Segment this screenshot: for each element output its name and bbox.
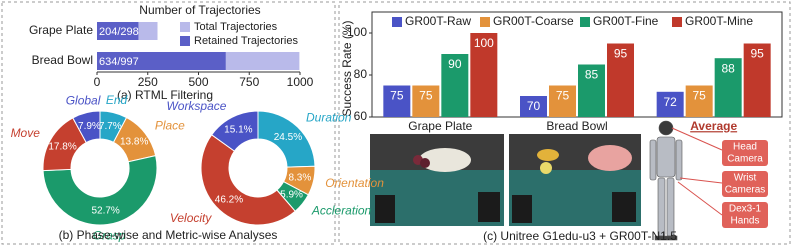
slice-label: Global (66, 93, 101, 107)
legend-swatch (180, 22, 190, 32)
x-tick-label: 1000 (287, 75, 314, 89)
x-tick-label: Grape Plate (408, 119, 472, 133)
caption: (b) Phase-wise and Metric-wise Analyses (59, 228, 278, 242)
slice-label: End (106, 93, 128, 107)
y-tick-label: Grape Plate (29, 23, 93, 37)
caption: (c) Unitree G1edu-u3 + GR00T-N1.5 (483, 229, 677, 243)
slice-value-label: 46.2% (215, 194, 243, 205)
slice-label: Velocity (170, 211, 213, 225)
legend-label: Retained Trajectories (194, 35, 298, 47)
y-axis-label: Success Rate (%) (340, 20, 354, 116)
donut-slice (72, 110, 101, 144)
panel-border (1, 1, 336, 245)
callout-label: Hands (731, 216, 760, 227)
slice-value-label: 5.9% (280, 190, 303, 201)
bar (607, 43, 634, 117)
panel-border (338, 1, 791, 245)
slice-label: Workspace (166, 99, 226, 113)
x-tick-label: Average (690, 119, 737, 133)
callout-connector (671, 127, 723, 216)
bar-label: 204/298 (99, 26, 139, 38)
bar-value-label: 75 (556, 89, 570, 103)
legend-swatch (672, 17, 682, 27)
legend-swatch (180, 36, 190, 46)
bar-value-label: 95 (614, 47, 628, 61)
chart-title: Number of Trajectories (139, 3, 260, 17)
bar-value-label: 95 (750, 47, 764, 61)
callout-label: Head (733, 142, 757, 153)
slice-label: Grasp (93, 229, 126, 243)
x-tick-label: 0 (94, 75, 101, 89)
slice-label: Orientation (325, 176, 384, 190)
slice-value-label: 17.8% (48, 141, 76, 152)
donut-slice (42, 155, 158, 226)
plot-frame (371, 11, 783, 118)
legend-label: GR00T-Coarse (493, 14, 574, 28)
callout-label: Cameras (725, 185, 766, 196)
robot (649, 120, 683, 241)
bar-label: 634/997 (99, 56, 139, 68)
bar-value-label: 88 (721, 61, 735, 75)
y-tick-label: 80 (354, 67, 368, 81)
x-tick-label: 750 (239, 75, 259, 89)
bar-value-label: 75 (419, 89, 433, 103)
legend-label: GR00T-Raw (405, 14, 471, 28)
y-tick-label: Bread Bowl (32, 53, 93, 67)
y-tick-label: 100 (347, 25, 367, 39)
bar (578, 64, 605, 117)
slice-label: Move (11, 126, 41, 140)
bar (685, 85, 713, 117)
donut-slice (210, 110, 259, 152)
x-tick-label: Bread Bowl (546, 119, 607, 133)
bar (383, 85, 411, 117)
slice-label: Place (155, 118, 185, 132)
bar-value-label: 100 (474, 36, 494, 50)
legend-label: GR00T-Fine (593, 14, 659, 28)
legend-label: Total Trajectories (194, 21, 278, 33)
bar-value-label: 85 (585, 68, 599, 82)
slice-value-label: 13.8% (120, 137, 148, 148)
bar (520, 96, 547, 117)
callout-label: Camera (727, 154, 763, 165)
bar (549, 85, 576, 117)
x-tick-label: 500 (188, 75, 208, 89)
donut-slice (200, 134, 296, 226)
callout-box (722, 202, 768, 228)
bar-value-label: 72 (663, 95, 677, 109)
caption: (a) RTML Filtering (117, 88, 213, 102)
callout-label: Wrist (734, 173, 757, 184)
slice-label: Accleration (311, 203, 372, 217)
slice-value-label: 52.7% (91, 205, 119, 216)
legend-label: GR00T-Mine (685, 14, 753, 28)
photo (509, 134, 641, 226)
bar-value-label: 90 (448, 57, 462, 71)
callout-box (722, 171, 768, 197)
callout-label: Dex3-1 (729, 204, 762, 215)
slice-value-label: 7.9% (78, 121, 101, 132)
bar (97, 52, 226, 70)
bar (412, 85, 440, 117)
callout-box (722, 140, 768, 166)
bar-value-label: 75 (692, 89, 706, 103)
x-tick-label: 250 (138, 75, 158, 89)
legend-swatch (580, 17, 590, 27)
slice-value-label: 7.7% (99, 121, 122, 132)
bar-value-label: 75 (390, 89, 404, 103)
bar (97, 22, 139, 40)
legend-swatch (480, 17, 490, 27)
bar (470, 33, 498, 117)
slice-label: Duration (306, 111, 352, 125)
legend-swatch (392, 17, 402, 27)
photo (370, 134, 504, 226)
bar (714, 58, 742, 117)
bar-value-label: 70 (527, 99, 541, 113)
slice-value-label: 15.1% (224, 124, 252, 135)
slice-value-label: 24.5% (274, 132, 302, 143)
bar (441, 54, 469, 117)
bar (743, 43, 771, 117)
slice-value-label: 8.3% (288, 172, 311, 183)
y-tick-label: 60 (354, 109, 368, 123)
bar (656, 91, 684, 117)
